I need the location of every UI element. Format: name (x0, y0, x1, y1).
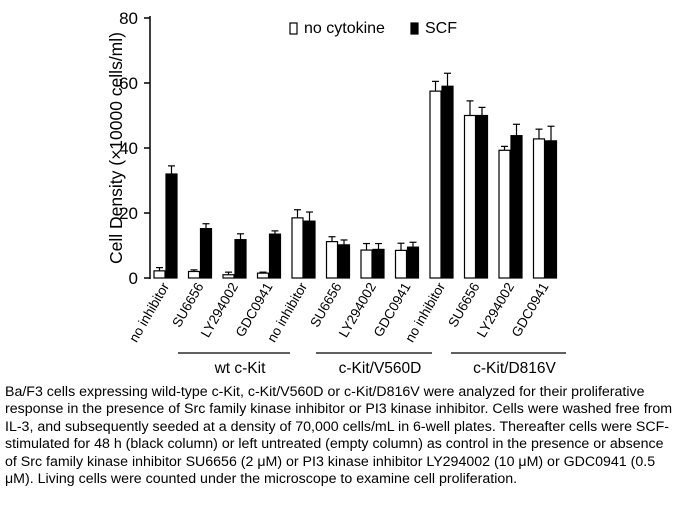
bar-scf (303, 220, 316, 279)
bar-no-cytokine (153, 270, 166, 279)
group-label: c-Kit/D816V (473, 360, 556, 377)
y-tick-label: 40 (119, 139, 138, 158)
x-tick-label: SU6656 (307, 280, 344, 330)
y-tick-label: 0 (129, 269, 138, 288)
bar-scf (165, 173, 178, 279)
x-tick-label: SU6656 (445, 280, 482, 330)
bar-scf (199, 228, 213, 279)
bar-no-cytokine (187, 270, 201, 279)
x-tick-label: SU6656 (169, 280, 206, 330)
legend-swatch-no-cytokine (289, 22, 298, 35)
bar-scf (406, 246, 420, 279)
legend-label-no-cytokine: no cytokine (304, 20, 385, 37)
legend-label-scf: SCF (425, 20, 457, 37)
y-tick-label: 60 (119, 74, 138, 93)
bar-scf (337, 244, 351, 279)
figure-caption: Ba/F3 cells expressing wild-type c-Kit, … (5, 384, 673, 488)
bar-no-cytokine (291, 217, 304, 279)
bar-no-cytokine (394, 249, 408, 279)
bar-scf (475, 114, 489, 279)
bar-no-cytokine (463, 114, 477, 279)
bar-no-cytokine (532, 138, 546, 279)
group-label: c-Kit/V560D (339, 360, 422, 377)
bar-no-cytokine (325, 241, 339, 279)
bar-scf (268, 233, 282, 279)
bar-no-cytokine (429, 90, 442, 279)
legend-swatch-scf (410, 22, 419, 35)
x-tick-label: no inhibitor (126, 280, 172, 345)
bar-no-cytokine (256, 272, 270, 279)
y-axis-label: Cell Density (×10000 cells/ml) (106, 32, 126, 264)
chart-axes: 0 20 40 60 80 Cell Density (×10000 cells/ml) (106, 9, 151, 288)
bar-scf (234, 239, 247, 279)
bar-scf (372, 248, 385, 279)
chart-bars (153, 72, 558, 279)
group-label: wt c-Kit (214, 360, 267, 377)
y-tick-label: 80 (119, 9, 138, 28)
bar-no-cytokine (498, 149, 511, 279)
bar-no-cytokine (222, 274, 235, 279)
bar-scf (544, 140, 558, 279)
y-tick-label: 20 (119, 204, 138, 223)
chart-legend: no cytokine SCF (289, 20, 457, 37)
bar-scf (510, 135, 523, 279)
bar-scf (441, 85, 454, 279)
bar-no-cytokine (360, 249, 373, 279)
group-labels: wt c-Kit c-Kit/V560D c-Kit/D816V (178, 352, 566, 377)
